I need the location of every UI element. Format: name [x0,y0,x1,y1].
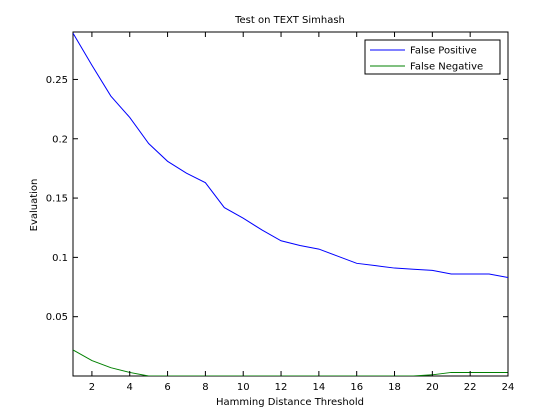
x-tick-label: 14 [313,382,326,393]
x-tick-label: 12 [275,382,288,393]
x-tick-label: 4 [127,382,133,393]
legend-label-2: False Negative [410,62,483,73]
plot-area: 2 4 6 8 10 12 14 16 18 20 22 240.050.10.150.20.25 [46,31,515,393]
legend-label-1: False Positive [410,46,477,57]
y-axis-label: Evaluation [29,179,40,232]
x-tick-label: 24 [502,382,515,393]
series-line-1 [73,32,508,279]
x-tick-label: 16 [350,382,363,393]
legend: False Positive False Negative [364,39,501,75]
x-tick-label: 2 [89,382,95,393]
x-tick-label: 22 [464,382,477,393]
x-tick-label: 20 [426,382,439,393]
chart-title: Test on TEXT Simhash [234,15,345,26]
series-line-2 [73,349,508,376]
x-tick-label: 10 [237,382,250,393]
y-tick-label: 0.05 [46,312,68,323]
y-tick-label: 0.2 [52,134,68,145]
x-tick-label: 8 [202,382,208,393]
y-tick-label: 0.15 [46,194,68,205]
plot-frame [72,31,509,377]
y-tick-label: 0.1 [52,253,68,264]
legend-box [364,39,501,75]
y-tick-label: 0.25 [46,75,68,86]
x-tick-label: 6 [164,382,170,393]
x-tick-label: 18 [388,382,401,393]
x-axis-label: Hamming Distance Threshold [216,397,364,408]
